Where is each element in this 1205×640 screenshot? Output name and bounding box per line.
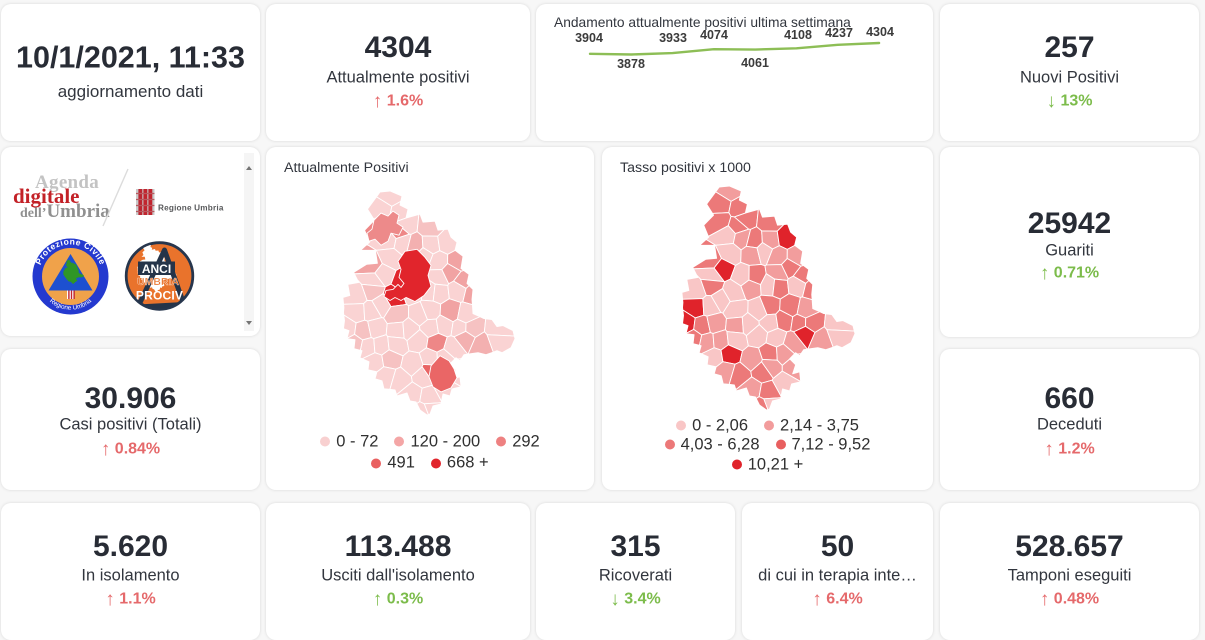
- svg-text:PROCIV: PROCIV: [136, 289, 183, 303]
- svg-text:UMBRIA: UMBRIA: [137, 276, 179, 288]
- svg-text:Regione Umbria: Regione Umbria: [158, 204, 224, 213]
- svg-text:ANCI: ANCI: [142, 262, 171, 276]
